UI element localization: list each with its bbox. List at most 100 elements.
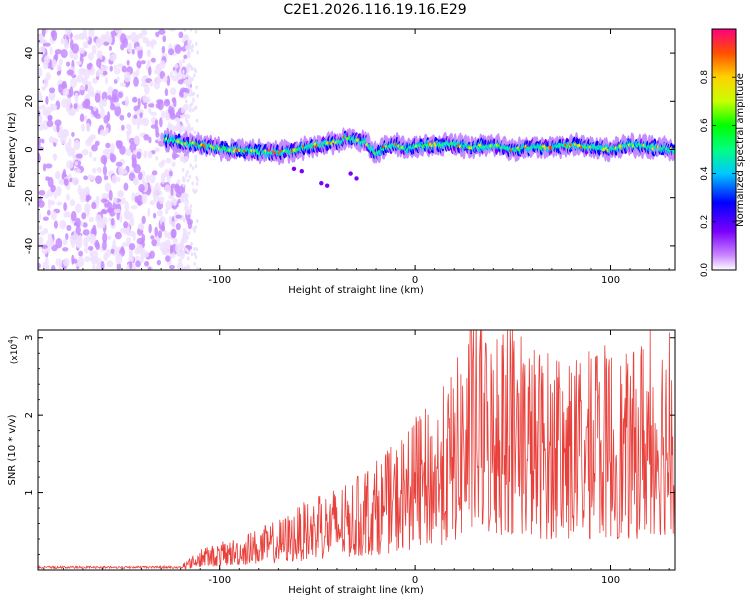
spectrogram-noise-mark [123, 182, 129, 191]
spectrogram-noise-mark [155, 31, 160, 38]
spectrogram-ytick-label: 20 [24, 95, 35, 108]
spectrogram-noise-mark [92, 50, 97, 55]
spectrogram-noise-mark [156, 78, 163, 83]
spectrogram-noise-mark [100, 260, 105, 270]
spectrogram-noise-mark [74, 161, 79, 166]
spectrogram-noise-mark [108, 45, 113, 51]
spectrogram-noise-mark [105, 249, 112, 258]
spectrogram-noise-mark [143, 103, 147, 109]
spectrogram-noise-mark [161, 110, 166, 119]
spectrogram-noise-mark [71, 176, 79, 186]
spectrogram-noise-mark [190, 252, 194, 257]
spectrogram-noise-mark [136, 60, 142, 69]
spectrogram-noise-mark [178, 31, 184, 39]
spectrogram-noise-mark [66, 224, 72, 231]
spectrogram-noise-mark [161, 159, 166, 166]
snr-xtick-label: 100 [601, 575, 620, 586]
spectrogram-noise-mark [195, 175, 198, 180]
spectrogram-noise-mark [87, 105, 94, 110]
spectrogram-noise-mark [133, 177, 140, 186]
spectrogram-noise-mark [131, 38, 138, 43]
spectrogram-noise-mark [91, 45, 97, 53]
spectrogram-noise-mark [54, 119, 62, 126]
spectrogram-noise-mark [136, 151, 142, 160]
spectrogram-noise-mark [102, 70, 108, 76]
spectrogram-noise-mark [76, 74, 84, 83]
spectrogram-noise-mark [189, 107, 192, 112]
spectrogram-noise-mark [142, 250, 149, 258]
spectrogram-noise-mark [183, 54, 188, 60]
spectrogram-noise-mark [63, 178, 69, 187]
spectrogram-noise-mark [78, 47, 85, 54]
spectrogram-noise-mark [154, 226, 159, 237]
spectrogram-noise-mark [42, 216, 49, 221]
spectrogram-noise-mark [189, 204, 192, 209]
spectrogram-noise-mark [185, 117, 188, 122]
spectrogram-y-axis: -40 -20 0 20 40 [24, 28, 675, 271]
spectrogram-noise-mark [176, 178, 181, 185]
spectrogram-noise-mark [136, 243, 143, 253]
spectrogram-noise-mark [150, 124, 158, 129]
spectrogram-noise-mark [188, 126, 191, 131]
colorbar-gradient [712, 29, 736, 270]
spectrogram-noise-mark [183, 74, 186, 79]
spectrogram-signal-mark [319, 181, 324, 186]
spectrogram-noise-mark [85, 196, 90, 203]
spectrogram-noise-mark [183, 218, 186, 223]
spectrogram-noise-mark [147, 150, 153, 159]
spectrogram-noise-mark [151, 170, 158, 176]
spectrogram-x-axis: -100 0 100 [43, 29, 670, 286]
spectrogram-noise-mark [172, 197, 178, 207]
spectrogram-noise-mark [66, 69, 74, 76]
spectrogram-noise-mark [129, 260, 133, 270]
spectrogram-noise-mark [101, 208, 107, 214]
spectrogram-noise-mark [48, 87, 56, 94]
spectrogram-noise-mark [148, 223, 152, 234]
spectrogram-noise-mark [55, 186, 62, 197]
spectrogram-noise-mark [120, 43, 125, 51]
spectrogram-noise-mark [162, 35, 167, 43]
spectrogram-noise-mark [187, 62, 191, 67]
spectrogram-noise-mark [181, 198, 185, 203]
spectrogram-noise-mark [175, 214, 182, 219]
spectrogram-noise-mark [42, 39, 47, 44]
spectrogram-noise-mark [167, 121, 172, 131]
spectrogram-noise-mark [110, 142, 115, 154]
spectrogram-noise-mark [123, 71, 132, 83]
spectrogram-noise-mark [131, 192, 135, 202]
spectrogram-noise-mark [192, 97, 195, 102]
spectrogram-noise-mark [195, 247, 199, 252]
spectrogram-noise-mark [144, 260, 150, 267]
spectrogram-noise-mark [189, 103, 192, 108]
spectrogram-noise-mark [192, 108, 195, 113]
spectrogram-noise-mark [75, 225, 81, 235]
spectrogram-noise-mark [137, 97, 141, 109]
spectrogram-noise-mark [137, 171, 143, 181]
spectrogram-noise-mark [175, 222, 181, 231]
spectrogram-noise-mark [168, 105, 173, 115]
spectrogram-noise-mark [109, 53, 116, 62]
spectrogram-noise-mark [73, 103, 78, 110]
spectrogram-noise-mark [193, 190, 196, 195]
spectrogram-noise-mark [182, 233, 185, 238]
spectrogram-noise-mark [60, 128, 68, 138]
spectrogram-noise-mark [158, 29, 166, 35]
spectrogram-noise-mark [191, 126, 194, 131]
spectrogram-noise-mark [58, 178, 66, 186]
spectrogram-noise-mark [149, 200, 156, 206]
spectrogram-noise-mark [182, 251, 186, 256]
spectrogram-noise-mark [63, 38, 69, 49]
spectrogram-noise-mark [119, 212, 123, 223]
spectrogram-noise-mark [182, 183, 185, 188]
spectrogram-noise-mark [185, 264, 191, 270]
spectrogram-noise-mark [50, 210, 57, 221]
spectrogram-noise-mark [138, 184, 145, 193]
spectrogram-noise-mark [114, 105, 122, 117]
spectrogram-noise-mark [87, 52, 94, 61]
spectrogram-noise-mark [64, 142, 71, 152]
spectrogram-noise-mark [169, 87, 177, 96]
spectrogram-noise-mark [142, 117, 150, 127]
spectrogram-noise-mark [159, 60, 166, 69]
spectrogram-noise-mark [95, 214, 102, 223]
spectrogram-noise-mark [108, 189, 113, 201]
